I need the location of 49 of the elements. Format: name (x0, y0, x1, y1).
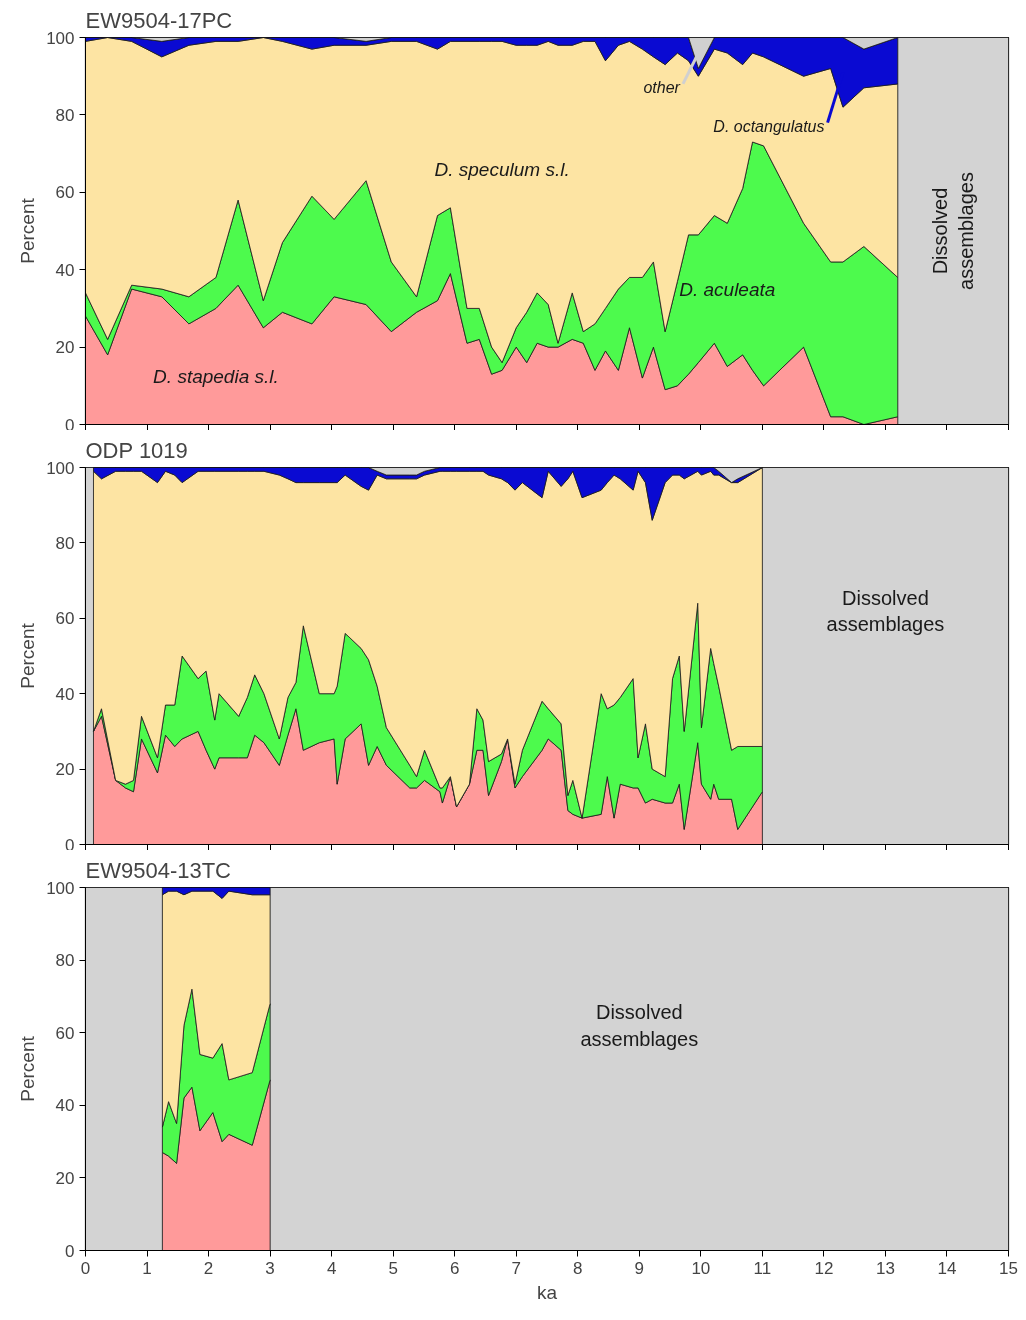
chart-title: EW9504-13TC (85, 857, 232, 883)
band-label: Dissolved assemblages (928, 172, 978, 290)
series-label: D. speculum s.l. (434, 158, 570, 180)
y-tick-label: 100 (46, 878, 75, 898)
x-tick-label: 4 (326, 1258, 337, 1278)
y-tick-label: 60 (55, 183, 75, 203)
x-tick-label: 5 (388, 1258, 398, 1278)
y-tick-label: 80 (55, 105, 75, 125)
x-tick-label: 9 (634, 1258, 645, 1278)
y-tick-label: 80 (55, 951, 75, 971)
series-label: D. aculeata (679, 278, 776, 300)
x-tick-label: 13 (875, 1258, 895, 1278)
x-tick-label: 3 (265, 1258, 275, 1278)
band-label: Dissolved assemblages (580, 1001, 699, 1050)
y-tick-label: 0 (65, 1241, 75, 1261)
series-label: D. stapedia s.l. (153, 365, 279, 387)
y-tick-label: 80 (55, 533, 75, 553)
y-tick-label: 20 (55, 760, 75, 780)
x-tick-label: 8 (573, 1258, 583, 1278)
y-tick-label: 100 (46, 28, 75, 48)
x-tick-label: 0 (80, 1258, 91, 1278)
y-axis-title: Percent (17, 197, 39, 264)
y-tick-label: 20 (55, 1168, 75, 1188)
x-tick-label: 12 (814, 1258, 834, 1278)
x-axis-title: ka (536, 1281, 558, 1303)
x-tick-label: 6 (449, 1258, 460, 1278)
y-tick-label: 20 (55, 338, 75, 358)
y-tick-label: 60 (55, 1023, 75, 1043)
y-tick-label: 0 (65, 835, 75, 855)
band-label: Dissolved assemblages (826, 586, 945, 635)
x-tick-label: 11 (753, 1258, 772, 1278)
y-tick-label: 40 (55, 260, 75, 280)
x-tick-label: 15 (999, 1258, 1018, 1278)
series-label: D. octangulatus (713, 118, 825, 136)
y-tick-label: 100 (46, 458, 75, 478)
y-tick-label: 60 (55, 609, 75, 629)
x-tick-label: 10 (691, 1258, 711, 1278)
x-tick-label: 1 (142, 1258, 152, 1278)
y-axis-title: Percent (17, 622, 39, 689)
y-tick-label: 0 (65, 415, 75, 435)
legend-label: other (643, 79, 681, 97)
y-tick-label: 40 (55, 684, 75, 704)
x-tick-label: 14 (937, 1258, 957, 1278)
y-tick-label: 40 (55, 1096, 75, 1116)
chart-title: EW9504-17PC (85, 7, 233, 33)
y-axis-title: Percent (17, 1035, 39, 1102)
x-tick-label: 7 (511, 1258, 521, 1278)
chart-title: ODP 1019 (85, 437, 188, 463)
x-tick-label: 2 (203, 1258, 214, 1278)
